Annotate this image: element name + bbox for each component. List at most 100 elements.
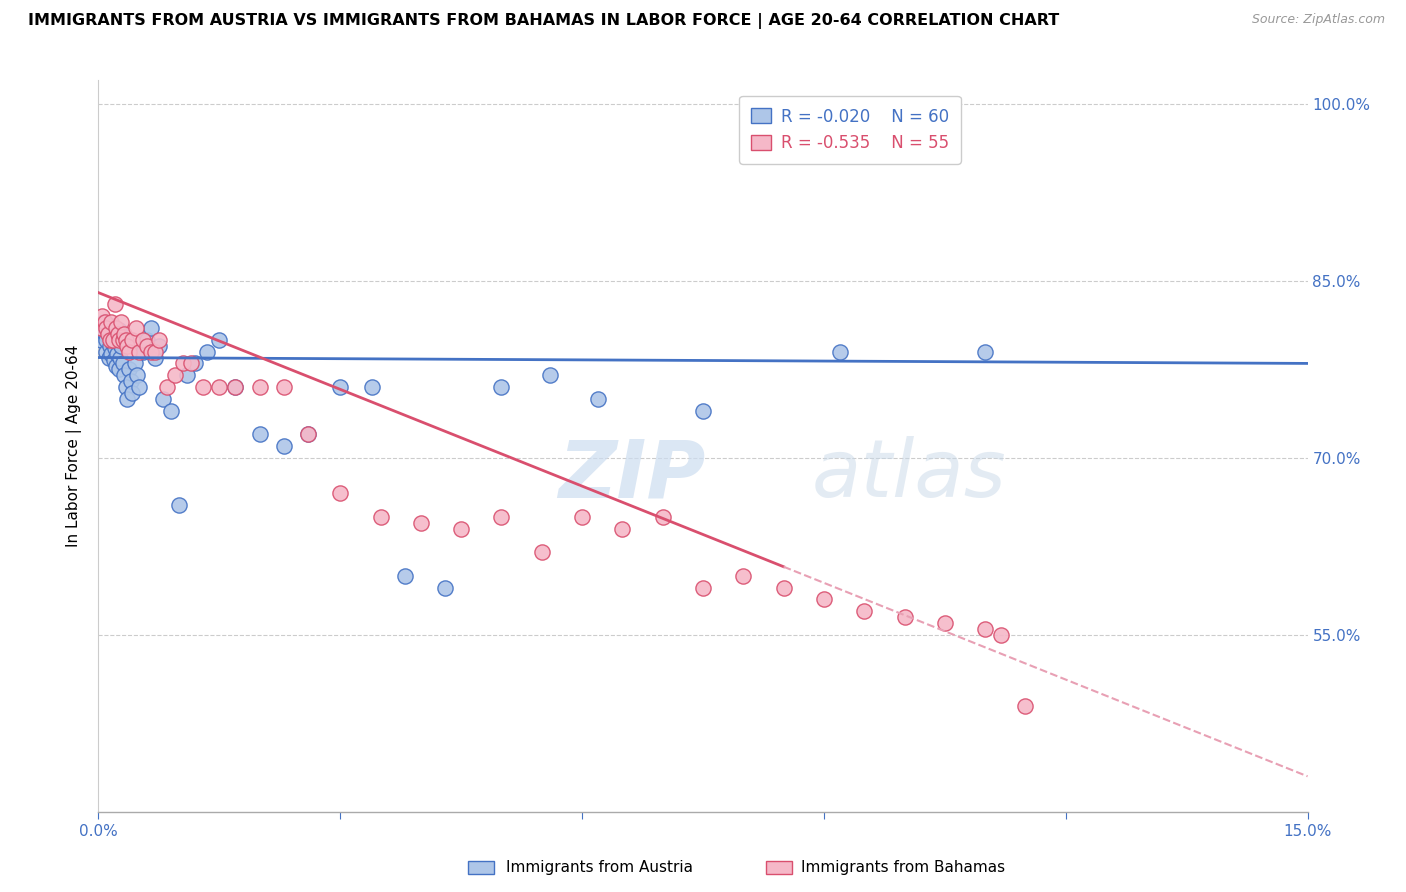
Point — [124, 356, 146, 370]
Point — [139, 344, 162, 359]
Point — [491, 380, 513, 394]
Point — [128, 380, 150, 394]
Point — [176, 368, 198, 383]
Y-axis label: In Labor Force | Age 20-64: In Labor Force | Age 20-64 — [66, 345, 83, 547]
Point — [370, 509, 392, 524]
Point — [273, 439, 295, 453]
Point — [118, 344, 141, 359]
Point — [893, 610, 915, 624]
Point — [112, 368, 135, 383]
Point — [97, 326, 120, 341]
Point — [107, 323, 129, 337]
Point — [101, 333, 124, 347]
Point — [114, 380, 136, 394]
Point — [152, 392, 174, 406]
Point — [409, 516, 432, 530]
Point — [195, 344, 218, 359]
Point — [91, 310, 114, 324]
Text: atlas: atlas — [811, 436, 1007, 515]
Point — [143, 351, 166, 365]
Point — [530, 545, 553, 559]
Point — [96, 333, 118, 347]
Point — [103, 341, 125, 355]
Point — [100, 347, 122, 361]
Point — [692, 403, 714, 417]
Point — [100, 315, 122, 329]
Point — [394, 568, 416, 582]
Point — [101, 323, 124, 337]
Point — [612, 522, 634, 536]
Point — [127, 368, 149, 383]
Point — [132, 344, 155, 359]
Point — [97, 321, 120, 335]
Point — [163, 368, 186, 383]
Point — [193, 380, 215, 394]
FancyBboxPatch shape — [766, 861, 792, 874]
Point — [148, 339, 170, 353]
Point — [160, 403, 183, 417]
Point — [112, 326, 135, 341]
Point — [772, 581, 794, 595]
Point — [224, 380, 246, 394]
Point — [120, 374, 142, 388]
Point — [208, 380, 231, 394]
Point — [361, 380, 384, 394]
Point — [813, 592, 835, 607]
Point — [491, 509, 513, 524]
Point — [117, 392, 139, 406]
Legend: R = -0.020    N = 60, R = -0.535    N = 55: R = -0.020 N = 60, R = -0.535 N = 55 — [740, 96, 960, 163]
Point — [974, 344, 997, 359]
Point — [100, 318, 122, 333]
Point — [103, 352, 125, 367]
Point — [96, 321, 118, 335]
Point — [571, 509, 593, 524]
Point — [156, 380, 179, 394]
FancyBboxPatch shape — [468, 861, 494, 874]
Point — [297, 427, 319, 442]
Point — [208, 333, 231, 347]
Point — [97, 351, 120, 365]
Point — [974, 622, 997, 636]
Point — [111, 333, 134, 347]
Text: ZIP: ZIP — [558, 436, 706, 515]
Point — [117, 339, 139, 353]
Point — [111, 356, 134, 370]
Point — [110, 315, 132, 329]
Text: Immigrants from Austria: Immigrants from Austria — [506, 860, 693, 874]
Point — [118, 362, 141, 376]
Point — [297, 427, 319, 442]
Point — [94, 315, 117, 329]
Point — [148, 333, 170, 347]
Point — [110, 339, 132, 353]
Point — [143, 344, 166, 359]
Point — [107, 335, 129, 350]
Point — [104, 329, 127, 343]
Point — [180, 356, 202, 370]
Point — [96, 344, 118, 359]
Point — [90, 333, 112, 347]
Point — [135, 339, 157, 353]
Point — [91, 321, 114, 335]
Point — [249, 380, 271, 394]
Point — [249, 427, 271, 442]
Point — [93, 315, 115, 329]
Point — [329, 486, 352, 500]
Point — [90, 321, 112, 335]
Point — [132, 333, 155, 347]
Point — [121, 385, 143, 400]
Point — [108, 351, 131, 365]
Point — [692, 581, 714, 595]
Text: Source: ZipAtlas.com: Source: ZipAtlas.com — [1251, 13, 1385, 27]
Point — [108, 333, 131, 347]
Point — [450, 522, 472, 536]
Point — [114, 333, 136, 347]
Point — [94, 326, 117, 341]
Point — [733, 568, 755, 582]
Point — [105, 359, 128, 373]
Point — [128, 344, 150, 359]
Point — [273, 380, 295, 394]
Point — [172, 356, 194, 370]
Point — [329, 380, 352, 394]
Point — [107, 326, 129, 341]
Point — [184, 356, 207, 370]
